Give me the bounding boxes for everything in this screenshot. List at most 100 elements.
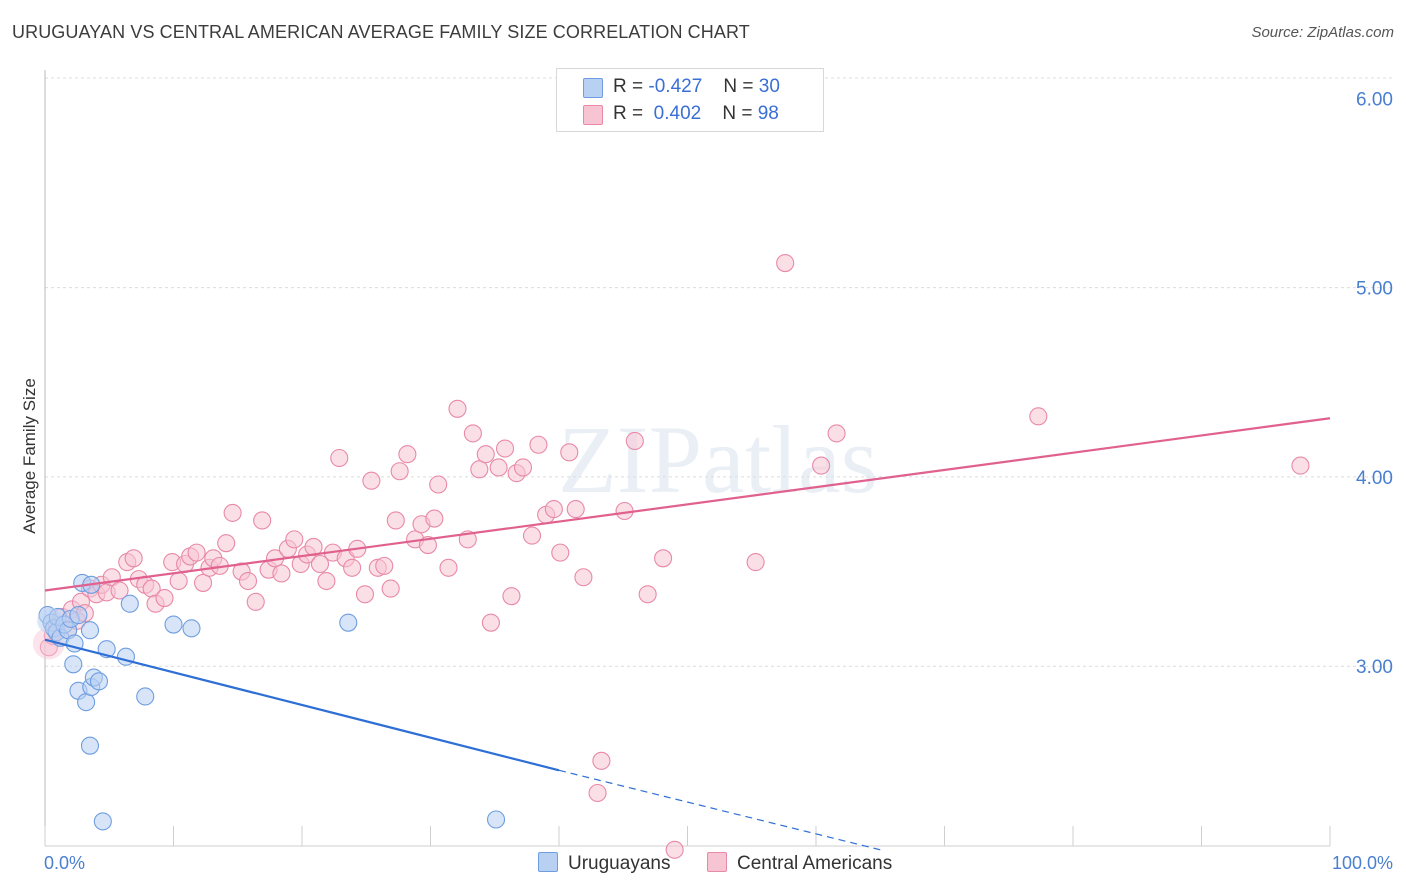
x-ticks [44, 826, 1331, 846]
data-point [588, 783, 607, 803]
data-point [551, 543, 570, 562]
central-americans-points [32, 254, 1310, 859]
data-point [812, 456, 831, 475]
data-point [120, 594, 139, 613]
data-point [330, 448, 349, 468]
data-point [495, 439, 515, 458]
data-point [343, 558, 362, 577]
data-point [489, 458, 508, 477]
data-point [64, 655, 83, 674]
data-point [665, 840, 684, 859]
data-point [386, 511, 405, 530]
data-point [136, 687, 155, 706]
y-tick-label: 6.00 [1356, 89, 1393, 110]
legend-swatch-pink [707, 852, 727, 872]
data-point [77, 693, 96, 712]
legend-item-central-americans[interactable]: Central Americans [707, 852, 892, 875]
data-point [89, 672, 109, 691]
legend-r-label: R = [613, 76, 644, 97]
data-point [1029, 407, 1048, 426]
data-point [776, 254, 795, 273]
data-point [574, 568, 593, 587]
data-point [217, 534, 236, 553]
data-point [381, 579, 400, 598]
data-point [223, 503, 242, 522]
cluster-point [37, 607, 64, 634]
x-tick-label-min: 0.0% [44, 853, 85, 873]
uruguayans-trend-line [44, 638, 560, 772]
data-point [463, 424, 482, 443]
y-tick-labels: 3.00 4.00 5.00 6.00 [1356, 89, 1393, 678]
data-point [375, 556, 394, 575]
chart-title: URUGUAYAN VS CENTRAL AMERICAN AVERAGE FA… [12, 22, 750, 42]
data-point [439, 558, 458, 577]
data-point [827, 424, 846, 443]
legend-swatch-pink [583, 105, 603, 125]
data-point [1291, 456, 1310, 475]
x-tick-label-max: 100.0% [1332, 853, 1393, 873]
y-tick-label: 3.00 [1356, 657, 1393, 678]
data-point [182, 619, 201, 638]
y-tick-label: 5.00 [1356, 279, 1393, 300]
data-point [592, 751, 611, 770]
data-point [80, 621, 100, 640]
legend-r-label: R = [613, 103, 644, 124]
data-point [544, 500, 563, 519]
legend-n-value: 30 [758, 76, 780, 97]
data-point [339, 613, 358, 632]
data-point [80, 736, 100, 755]
legend-n-label: N = [722, 103, 753, 124]
watermark: ZIPatlas [558, 406, 878, 513]
data-point [390, 462, 409, 481]
data-point [529, 435, 548, 454]
data-point [310, 554, 330, 574]
data-point [355, 585, 375, 604]
uruguayans-trend-extension [558, 769, 881, 851]
data-point [470, 460, 489, 479]
data-point [502, 587, 521, 606]
legend-label: Uruguayans [568, 853, 671, 874]
data-point [110, 581, 129, 600]
data-point [69, 606, 88, 625]
data-point [566, 500, 585, 519]
source-label: Source: ZipAtlas.com [1251, 24, 1394, 41]
data-point [93, 812, 112, 831]
data-point [476, 445, 495, 464]
data-point [429, 475, 448, 494]
data-point [194, 573, 213, 592]
data-point [448, 399, 467, 418]
data-point [513, 458, 533, 477]
data-point [654, 549, 673, 568]
trend-lines [44, 417, 1331, 851]
central-americans-trend-line [44, 417, 1331, 592]
data-point [169, 571, 188, 591]
data-point [398, 445, 417, 464]
legend-item-uruguayans[interactable]: Uruguayans [538, 852, 670, 875]
y-axis-label: Average Family Size [20, 378, 39, 534]
y-tick-label: 4.00 [1356, 468, 1393, 489]
data-point [272, 564, 291, 583]
data-point [362, 471, 381, 490]
legend-r-value: 0.402 [653, 103, 702, 124]
stats-legend: R = -0.427 N = 30 R = 0.402 N = 98 [556, 68, 824, 132]
data-point [522, 526, 542, 545]
legend-r-value: -0.427 [648, 76, 703, 97]
data-point [164, 615, 183, 634]
data-point [285, 530, 304, 549]
data-point [155, 589, 174, 608]
legend-label: Central Americans [737, 853, 893, 874]
data-point [425, 509, 444, 528]
legend-swatch-blue [538, 852, 558, 872]
data-point [187, 543, 206, 562]
data-point [746, 553, 765, 572]
data-point [317, 571, 336, 591]
data-point [124, 549, 143, 568]
legend-n-label: N = [723, 76, 754, 97]
uruguayans-points [37, 573, 506, 831]
data-point [238, 571, 258, 591]
legend-swatch-blue [583, 78, 603, 98]
data-point [625, 431, 644, 451]
data-point [246, 592, 265, 611]
data-point [560, 443, 579, 462]
